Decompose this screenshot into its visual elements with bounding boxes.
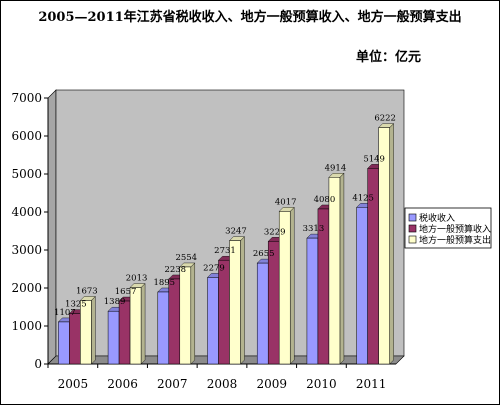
x-category-label: 2005 bbox=[58, 377, 89, 391]
legend-box bbox=[404, 207, 492, 249]
y-tick-label: 3000 bbox=[11, 243, 42, 257]
bar-side bbox=[290, 206, 295, 365]
data-label: 4125 bbox=[352, 193, 374, 203]
legend-label: 地方一般预算支出 bbox=[419, 234, 491, 246]
bar-front bbox=[378, 127, 390, 365]
chart-unit-label: 单位：亿元 bbox=[356, 50, 422, 65]
data-label: 5149 bbox=[363, 154, 385, 164]
bar-front bbox=[118, 300, 131, 365]
bar-side bbox=[339, 172, 345, 365]
bar-2011-地方一般预算支出 bbox=[378, 123, 395, 365]
bar-2005-地方一般预算支出 bbox=[79, 295, 96, 365]
y-tick-label: 4000 bbox=[11, 205, 42, 219]
x-category-label: 2008 bbox=[207, 377, 238, 391]
bar-2006-地方一般预算支出 bbox=[129, 283, 146, 365]
y-tick-label: 0 bbox=[34, 357, 42, 371]
bar-front bbox=[229, 240, 241, 365]
legend-swatch bbox=[408, 235, 417, 244]
legend-label: 地方一般预算收入 bbox=[419, 223, 491, 235]
bar-front bbox=[218, 259, 230, 365]
data-label: 4914 bbox=[325, 163, 347, 173]
bar-front bbox=[328, 177, 341, 365]
bar-side bbox=[389, 123, 394, 365]
y-tick-label: 2000 bbox=[11, 281, 42, 295]
y-tick-label: 7000 bbox=[11, 91, 42, 105]
data-label: 2238 bbox=[164, 265, 186, 275]
bar-front bbox=[179, 266, 192, 365]
legend-swatch bbox=[408, 213, 417, 222]
bar-2009-地方一般预算支出 bbox=[278, 206, 295, 365]
bar-front bbox=[69, 313, 81, 365]
bar-2008-地方一般预算支出 bbox=[229, 236, 245, 365]
y-tick-label: 1000 bbox=[11, 319, 42, 333]
bar-front bbox=[356, 207, 368, 365]
data-label: 1895 bbox=[153, 278, 175, 288]
axes: 0 1000 2000 3000 4000 5000 6000 7000 2005 2006 200… bbox=[11, 91, 396, 391]
data-label: 1325 bbox=[65, 300, 87, 310]
data-label: 1673 bbox=[76, 286, 98, 296]
y-tick-label: 6000 bbox=[11, 129, 42, 143]
data-label: 3247 bbox=[225, 227, 247, 237]
bar-side bbox=[240, 236, 245, 365]
data-label: 4080 bbox=[314, 195, 336, 205]
data-label: 2279 bbox=[203, 263, 225, 273]
bar-front bbox=[256, 262, 269, 365]
bars bbox=[57, 123, 395, 365]
legend-label: 税收收入 bbox=[419, 212, 455, 224]
bar-front bbox=[58, 321, 70, 365]
legend-swatch bbox=[408, 224, 417, 233]
data-label: 2013 bbox=[126, 274, 148, 284]
y-tick-label: 5000 bbox=[11, 167, 42, 181]
x-category-label: 2010 bbox=[306, 377, 337, 391]
x-category-label: 2007 bbox=[157, 377, 188, 391]
data-label: 1657 bbox=[115, 287, 137, 297]
data-label: 3229 bbox=[264, 227, 286, 237]
bar-front bbox=[80, 300, 92, 365]
bar-front bbox=[306, 237, 319, 365]
x-category-label: 2011 bbox=[356, 377, 387, 391]
bar-2007-地方一般预算支出 bbox=[179, 262, 196, 365]
bar-side bbox=[190, 262, 195, 365]
x-category-label: 2009 bbox=[256, 377, 287, 391]
bar-front bbox=[107, 310, 120, 365]
bar-front bbox=[267, 241, 280, 365]
bar-2010-地方一般预算支出 bbox=[328, 172, 345, 365]
side-wall bbox=[47, 89, 57, 365]
bar-front bbox=[157, 291, 170, 365]
bar-side bbox=[140, 283, 146, 365]
bar-front bbox=[129, 287, 142, 365]
bar-front bbox=[278, 211, 291, 365]
data-label: 6222 bbox=[374, 114, 396, 124]
data-label: 1107 bbox=[54, 308, 76, 318]
bar-front bbox=[207, 277, 219, 365]
x-category-label: 2006 bbox=[107, 377, 138, 391]
bar-side bbox=[91, 295, 96, 365]
data-label: 1389 bbox=[104, 297, 126, 307]
chart-title: 2005—2011年江苏省税收收入、地方一般预算收入、地方一般预算支出 bbox=[38, 10, 462, 25]
data-label: 2655 bbox=[253, 249, 275, 259]
data-label: 2731 bbox=[214, 246, 236, 256]
data-label: 4017 bbox=[275, 197, 297, 207]
bar-front bbox=[168, 278, 181, 365]
data-label: 3313 bbox=[303, 224, 325, 234]
data-label: 2554 bbox=[175, 253, 197, 263]
